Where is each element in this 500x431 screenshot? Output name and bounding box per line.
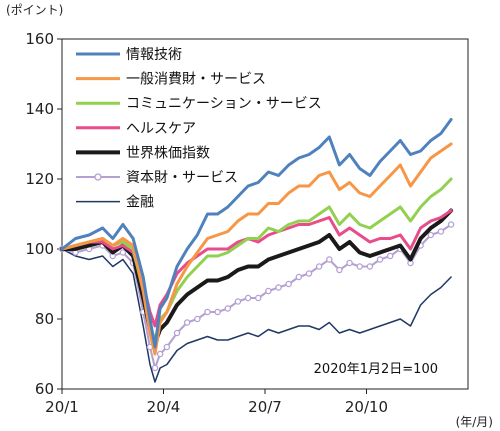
y-tick-label: 100: [25, 240, 54, 258]
x-tick-label: 20/4: [147, 398, 181, 416]
x-tick-label: 20/1: [45, 398, 79, 416]
series-marker: [214, 308, 221, 316]
y-unit-label: (ポイント): [6, 3, 63, 17]
series-marker: [285, 280, 292, 288]
series-line: [61, 223, 453, 369]
series-marker: [183, 319, 191, 326]
series-marker: [437, 228, 445, 235]
axes: 60 80 100 120 140 160 20/1 20/4 20/7 20/10: [25, 30, 469, 416]
series-line: [60, 177, 453, 342]
legend-label: 金融: [126, 195, 154, 211]
series-marker: [254, 294, 262, 302]
series-marker: [376, 256, 384, 263]
y-tick-label: 140: [25, 100, 54, 118]
legend-label: 情報技術: [126, 47, 182, 63]
baseline-note: 2020年1月2日=100: [314, 362, 438, 377]
series-marker: [151, 364, 159, 372]
series-marker: [224, 305, 232, 312]
series-marker: [366, 263, 374, 270]
series-marker: [326, 256, 333, 263]
legend-label: コミュニケーション・サービス: [126, 96, 322, 112]
x-unit-label: (年/月): [456, 415, 493, 429]
y-tick-label: 60: [35, 380, 54, 398]
legend: 情報技術一般消費財・サービスコミュニケーション・サービスヘルスケア世界株価指数資…: [76, 47, 322, 211]
series-marker: [427, 231, 435, 239]
x-tick-label: 20/10: [345, 398, 388, 416]
x-tick-label: 20/7: [248, 398, 282, 416]
series-marker: [295, 273, 303, 281]
series-layer: [58, 118, 455, 383]
series-marker: [275, 284, 282, 291]
series-marker: [356, 263, 363, 270]
series-marker: [173, 329, 181, 337]
series-marker: [447, 221, 455, 228]
y-tick-label: 120: [25, 170, 54, 188]
series-line: [60, 118, 453, 349]
series-line: [60, 142, 453, 356]
series-marker: [204, 308, 211, 316]
series-marker: [315, 263, 323, 270]
legend-label: 資本財・サービス: [126, 170, 238, 186]
series-marker: [194, 315, 201, 323]
series-line: [60, 208, 454, 346]
series-marker: [305, 270, 313, 277]
series-marker: [163, 343, 171, 351]
series-line: [61, 248, 452, 383]
series-marker: [265, 287, 272, 295]
legend-label: ヘルスケア: [126, 121, 196, 137]
legend-marker: [94, 173, 102, 181]
y-tick-label: 80: [35, 310, 54, 328]
legend-label: 一般消費財・サービス: [126, 72, 266, 88]
series-marker: [234, 298, 242, 305]
series-marker: [156, 350, 164, 358]
series-marker: [119, 249, 127, 256]
legend-label: 世界株価指数: [126, 145, 210, 161]
series-marker: [346, 259, 353, 267]
series-marker: [386, 252, 394, 260]
series-marker: [336, 266, 343, 274]
series-marker: [244, 294, 252, 302]
y-tick-label: 160: [25, 30, 54, 48]
